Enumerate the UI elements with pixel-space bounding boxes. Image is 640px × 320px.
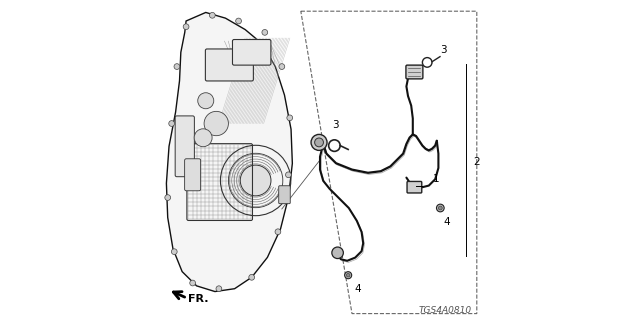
Circle shape: [346, 273, 350, 277]
FancyBboxPatch shape: [205, 49, 253, 81]
Circle shape: [194, 129, 212, 147]
Circle shape: [204, 111, 228, 136]
Text: 4: 4: [354, 284, 361, 294]
Circle shape: [165, 195, 171, 200]
Circle shape: [236, 18, 241, 24]
Circle shape: [287, 115, 292, 121]
Circle shape: [332, 247, 344, 259]
Text: 3: 3: [440, 44, 447, 55]
Circle shape: [311, 134, 327, 150]
Circle shape: [279, 64, 285, 69]
FancyBboxPatch shape: [406, 65, 423, 79]
Circle shape: [275, 229, 281, 235]
Text: 2: 2: [473, 156, 479, 167]
Circle shape: [436, 204, 444, 212]
FancyBboxPatch shape: [407, 181, 422, 193]
Polygon shape: [166, 12, 292, 292]
Text: 1: 1: [433, 174, 439, 184]
Text: TGS4A0810: TGS4A0810: [419, 306, 472, 315]
Circle shape: [285, 172, 291, 178]
Circle shape: [438, 206, 442, 210]
Circle shape: [262, 29, 268, 35]
Circle shape: [216, 286, 222, 292]
Circle shape: [172, 249, 177, 255]
FancyBboxPatch shape: [184, 159, 201, 191]
FancyBboxPatch shape: [175, 116, 195, 177]
Circle shape: [198, 93, 214, 109]
FancyBboxPatch shape: [232, 40, 271, 65]
Circle shape: [189, 280, 196, 286]
FancyBboxPatch shape: [279, 186, 291, 204]
Circle shape: [209, 12, 215, 18]
Text: 4: 4: [444, 217, 451, 228]
Circle shape: [169, 121, 175, 126]
Circle shape: [249, 275, 255, 280]
Circle shape: [240, 165, 271, 196]
Text: FR.: FR.: [188, 294, 209, 304]
Circle shape: [344, 272, 352, 279]
Text: 3: 3: [332, 120, 339, 130]
Circle shape: [174, 64, 180, 69]
Circle shape: [315, 138, 323, 147]
Circle shape: [183, 24, 189, 29]
